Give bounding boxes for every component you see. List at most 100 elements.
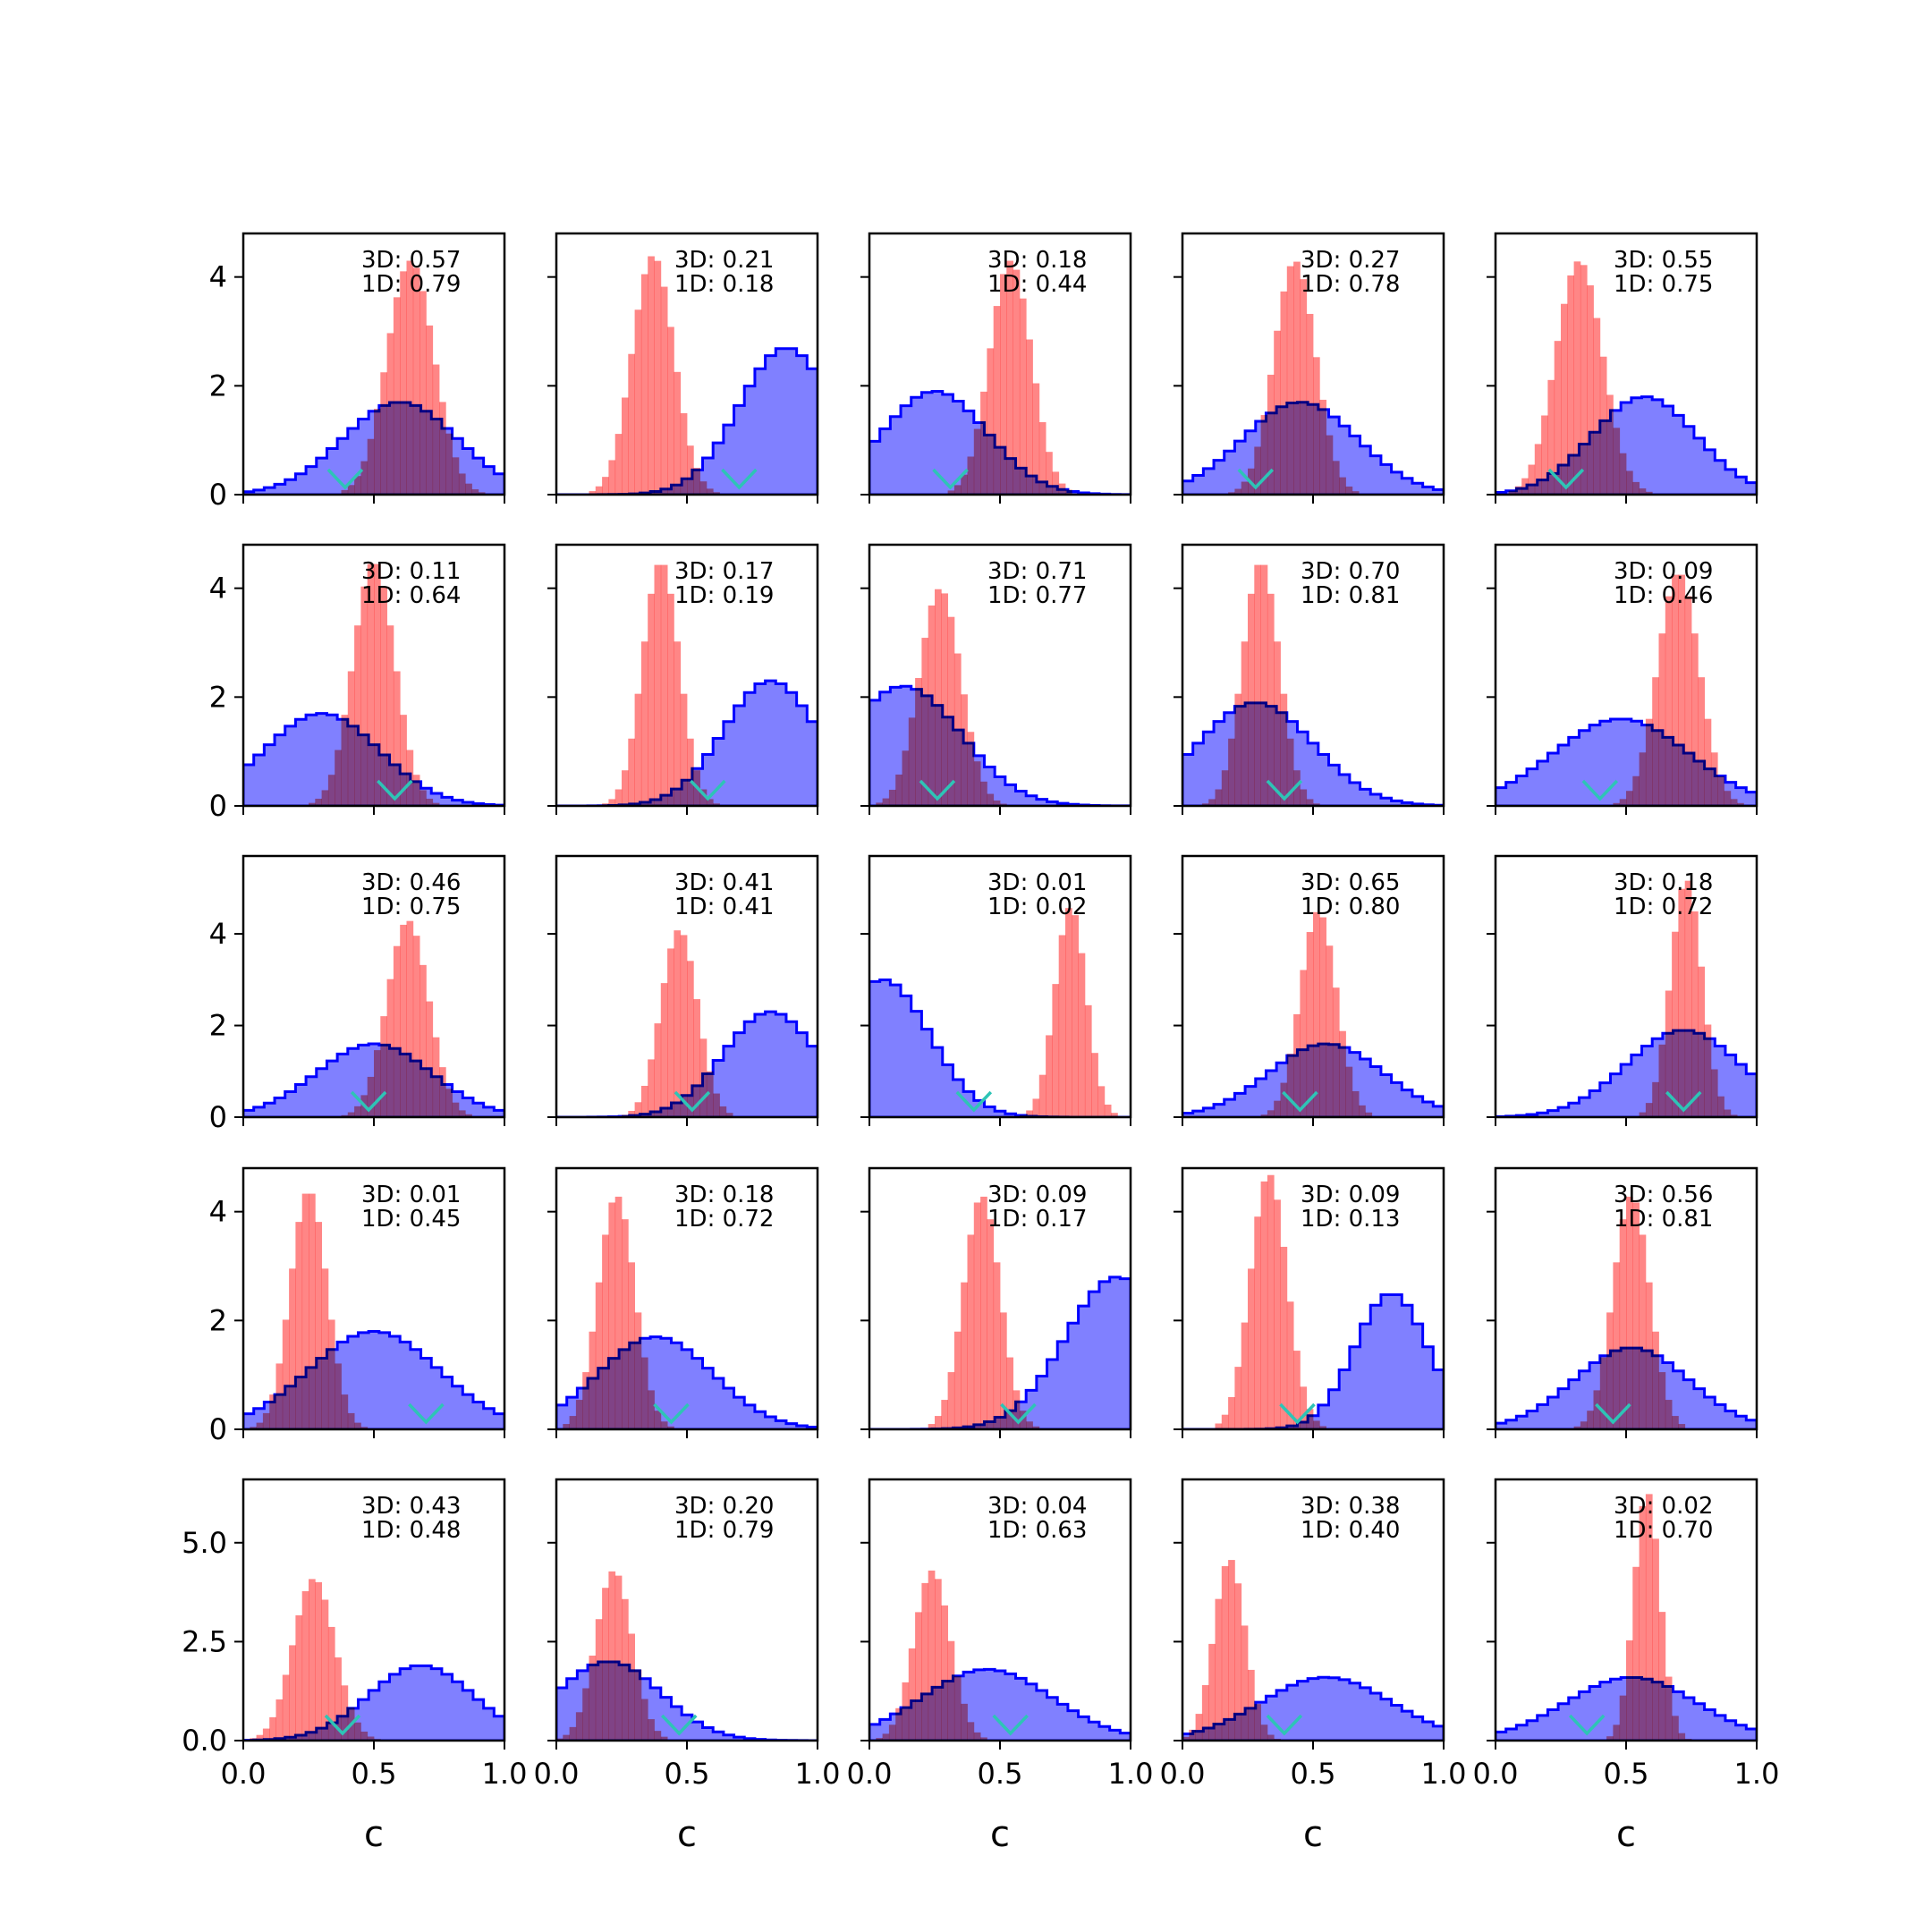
red-histogram-bar xyxy=(1280,1082,1288,1117)
red-histogram-bar xyxy=(1032,1098,1040,1117)
true-value-marker xyxy=(932,468,969,490)
true-value-marker xyxy=(408,1402,445,1425)
red-histogram-bar xyxy=(648,1719,655,1741)
red-histogram-bar xyxy=(674,641,682,806)
true-value-marker xyxy=(992,1714,1029,1736)
true-value-marker xyxy=(324,1714,361,1736)
red-histogram-bar xyxy=(1032,383,1040,495)
red-histogram-bar xyxy=(1678,1424,1686,1429)
red-histogram-bar xyxy=(380,586,387,806)
red-histogram-bar xyxy=(1704,718,1712,806)
red-histogram-bar xyxy=(335,1363,342,1429)
red-histogram-bar xyxy=(1639,488,1647,495)
annotation-3d: 3D: 0.18 xyxy=(987,247,1087,274)
red-histogram-bar xyxy=(1201,1684,1209,1741)
annotation-1d: 1D: 0.72 xyxy=(674,1206,774,1233)
red-histogram-bar xyxy=(614,789,623,806)
red-histogram-bar xyxy=(275,1699,284,1741)
red-histogram-bar xyxy=(393,297,401,495)
red-histogram-bar xyxy=(445,433,453,495)
true-value-marker xyxy=(326,468,364,490)
red-histogram-bar xyxy=(1561,303,1568,495)
red-histogram-bar xyxy=(953,1675,962,1741)
red-histogram-bar xyxy=(935,1416,942,1429)
red-histogram-bar xyxy=(1580,1421,1588,1429)
true-value-marker xyxy=(1266,1714,1303,1736)
red-histogram-bar xyxy=(1026,1110,1033,1117)
red-histogram-bar xyxy=(458,473,466,495)
red-histogram-bar xyxy=(1704,1024,1712,1117)
red-histogram-bar xyxy=(1091,1053,1098,1117)
red-histogram-bar xyxy=(1286,1054,1294,1117)
annotation-1d: 1D: 0.78 xyxy=(1301,271,1400,298)
annotation-3d: 3D: 0.38 xyxy=(1301,1493,1400,1520)
red-histogram-bar xyxy=(1730,1114,1738,1117)
red-histogram-bar xyxy=(341,1394,349,1429)
red-histogram-bar xyxy=(406,260,414,495)
red-histogram-bar xyxy=(1189,1729,1196,1741)
red-histogram-bar xyxy=(406,750,414,806)
red-histogram-bar xyxy=(1260,415,1268,495)
red-histogram-bar xyxy=(640,274,648,495)
red-histogram-bar xyxy=(1678,888,1686,1117)
red-histogram-bar xyxy=(1300,970,1308,1117)
red-histogram-bar xyxy=(1593,1390,1601,1429)
red-histogram-bar xyxy=(354,625,361,806)
red-histogram-bar xyxy=(608,799,616,806)
red-histogram-bar xyxy=(961,474,968,495)
red-histogram-bar xyxy=(1684,880,1692,1117)
red-histogram-bar xyxy=(1639,1112,1647,1117)
red-histogram-bar xyxy=(888,1724,896,1741)
red-histogram-bar xyxy=(895,1707,902,1741)
red-histogram-bar xyxy=(1652,1081,1659,1117)
red-histogram-bar xyxy=(1274,1100,1281,1117)
y-tick-label: 0 xyxy=(209,478,227,512)
red-histogram-bar xyxy=(262,1728,270,1741)
plot-area xyxy=(243,920,504,1117)
red-histogram-bar xyxy=(876,1738,883,1741)
red-histogram-bar xyxy=(888,789,896,806)
true-value-marker xyxy=(1266,779,1303,801)
annotation-1d: 1D: 0.70 xyxy=(1614,1517,1713,1544)
red-histogram-bar xyxy=(634,693,642,806)
red-histogram-bar xyxy=(1345,1066,1353,1117)
red-histogram-bar xyxy=(654,260,662,495)
red-histogram-bar xyxy=(412,936,420,1117)
red-histogram-bar xyxy=(575,1712,583,1741)
red-histogram-bar xyxy=(1345,486,1353,495)
red-histogram-bar xyxy=(1254,1216,1261,1429)
annotation-1d: 1D: 0.79 xyxy=(674,1517,774,1544)
red-histogram-bar xyxy=(360,586,369,806)
red-histogram-bar xyxy=(980,781,987,806)
red-histogram-bar xyxy=(432,1037,440,1117)
red-histogram-bar xyxy=(719,1106,727,1117)
red-histogram-bar xyxy=(713,492,720,495)
red-histogram-bar xyxy=(400,271,407,495)
red-histogram-bar xyxy=(1267,1174,1275,1429)
red-histogram-bar xyxy=(1286,1301,1294,1429)
red-histogram-bar xyxy=(993,306,1001,495)
red-histogram-bar xyxy=(295,1614,303,1741)
red-histogram-bar xyxy=(953,485,962,495)
annotation-1d: 1D: 0.48 xyxy=(361,1517,461,1544)
red-histogram-bar xyxy=(465,483,472,495)
red-histogram-bar xyxy=(289,1268,296,1429)
red-histogram-bar xyxy=(1613,1724,1621,1741)
red-histogram-bar xyxy=(1254,564,1261,806)
red-histogram-bar xyxy=(687,738,694,806)
red-histogram-bar xyxy=(1593,318,1601,495)
red-histogram-bar xyxy=(706,799,714,806)
red-histogram-bar xyxy=(640,641,648,806)
red-histogram-bar xyxy=(1111,1113,1118,1117)
red-histogram-bar xyxy=(1241,481,1249,495)
annotation-3d: 3D: 0.70 xyxy=(1301,558,1400,585)
red-histogram-bar xyxy=(1241,641,1249,806)
red-histogram-bar xyxy=(478,492,486,495)
annotation-1d: 1D: 0.02 xyxy=(987,894,1087,920)
red-histogram-bar xyxy=(980,1737,987,1741)
red-histogram-bar xyxy=(1547,379,1555,495)
